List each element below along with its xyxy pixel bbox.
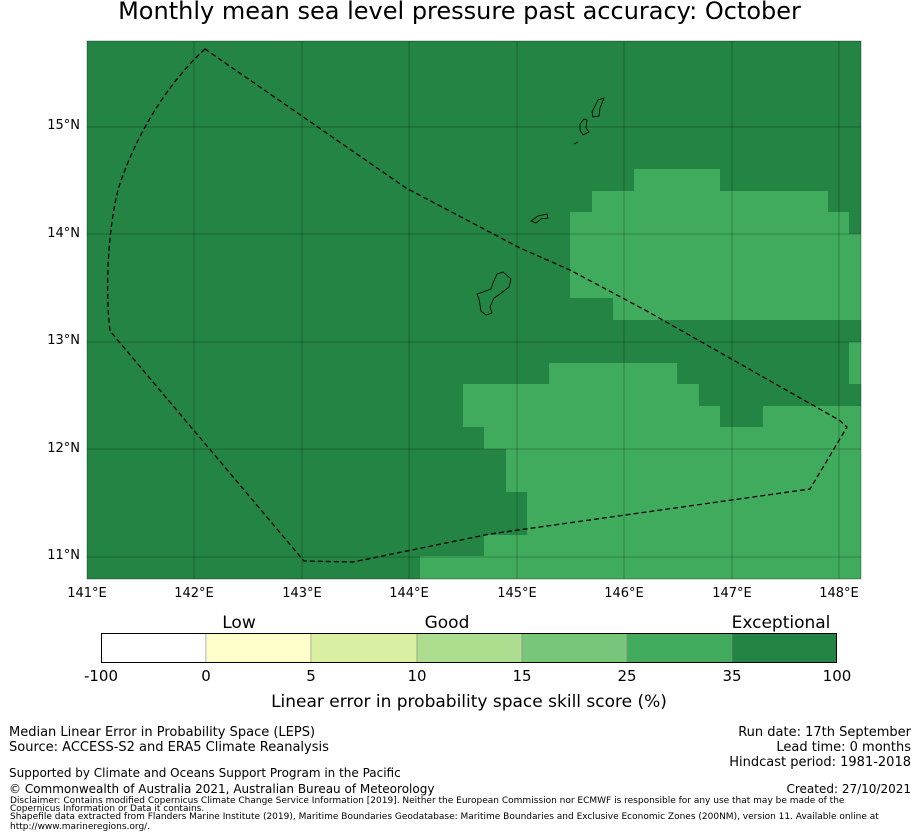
- colorbar-tick: 100: [822, 667, 852, 685]
- lon-tick-145e: 145°E: [497, 586, 537, 601]
- lon-tick-141e: 141°E: [67, 586, 107, 601]
- good-region-north: [570, 169, 861, 384]
- good-region-south: [420, 363, 861, 579]
- lon-tick-142e: 142°E: [174, 586, 214, 601]
- colorbar-segment-2: [310, 633, 418, 663]
- category-exceptional: Exceptional: [731, 613, 831, 633]
- island-saipan: [591, 97, 605, 118]
- disclaimer-line: Copernicus Information or Data it contai…: [10, 804, 205, 814]
- source-text: Source: ACCESS-S2 and ERA5 Climate Reana…: [9, 740, 329, 755]
- disclaimer-line: Shapefile data extracted from Flanders M…: [10, 812, 879, 822]
- lon-tick-143e: 143°E: [282, 586, 322, 601]
- lon-tick-146e: 146°E: [604, 586, 644, 601]
- lat-tick-13n: 13°N: [47, 333, 80, 348]
- created-date: Created: 27/10/2021: [786, 782, 911, 796]
- map-frame: [86, 40, 862, 580]
- disclaimer-line: Disclaimer: Contains modified Copernicus…: [10, 796, 845, 806]
- lon-tick-147e: 147°E: [712, 586, 752, 601]
- colorbar-tick: 0: [201, 667, 211, 685]
- copyright-text: © Commonwealth of Australia 2021, Austra…: [9, 782, 435, 796]
- island-guam: [476, 271, 512, 316]
- island-tinian: [579, 118, 590, 136]
- island-aguijan: [573, 141, 579, 145]
- colorbar-tick: 5: [306, 667, 316, 685]
- lat-tick-11n: 11°N: [47, 548, 80, 563]
- colorbar-tick: 10: [407, 667, 427, 685]
- lon-tick-148e: 148°E: [819, 586, 859, 601]
- colorbar: [101, 633, 837, 663]
- lead-time: Lead time: 0 months: [776, 740, 911, 755]
- run-date: Run date: 17th September: [738, 725, 911, 740]
- method-text: Median Linear Error in Probability Space…: [9, 725, 316, 740]
- category-low: Low: [222, 613, 256, 633]
- lat-tick-15n: 15°N: [47, 118, 80, 133]
- lat-tick-12n: 12°N: [47, 441, 80, 456]
- disclaimer: Disclaimer: Contains modified Copernicus…: [10, 796, 910, 832]
- support-text: Supported by Climate and Oceans Support …: [9, 766, 401, 780]
- gridlines: [87, 41, 861, 579]
- colorbar-segment-1: [205, 633, 312, 663]
- disclaimer-line: http://www.marineregions.org/.: [10, 822, 151, 832]
- colorbar-frame: [101, 633, 837, 663]
- colorbar-segment-6: [731, 633, 837, 663]
- lon-tick-144e: 144°E: [389, 586, 429, 601]
- colorbar-segment-0: [101, 633, 207, 663]
- islands: [476, 97, 605, 316]
- colorbar-tick: -100: [83, 667, 119, 685]
- lat-tick-14n: 14°N: [47, 226, 80, 241]
- colorbar-tick: 15: [512, 667, 532, 685]
- colorbar-tick: 35: [722, 667, 742, 685]
- skill-map: [86, 40, 862, 580]
- colorbar-segment-4: [521, 633, 628, 663]
- category-good: Good: [424, 613, 470, 633]
- island-rota: [530, 213, 549, 224]
- map-title: Monthly mean sea level pressure past acc…: [118, 0, 801, 25]
- colorbar-segment-3: [416, 633, 523, 663]
- colorbar-segment-5: [626, 633, 733, 663]
- hindcast-period: Hindcast period: 1981-2018: [729, 755, 911, 770]
- colorbar-tick: 25: [617, 667, 637, 685]
- eez-boundary: [106, 48, 848, 563]
- colorbar-label: Linear error in probability space skill …: [271, 692, 667, 712]
